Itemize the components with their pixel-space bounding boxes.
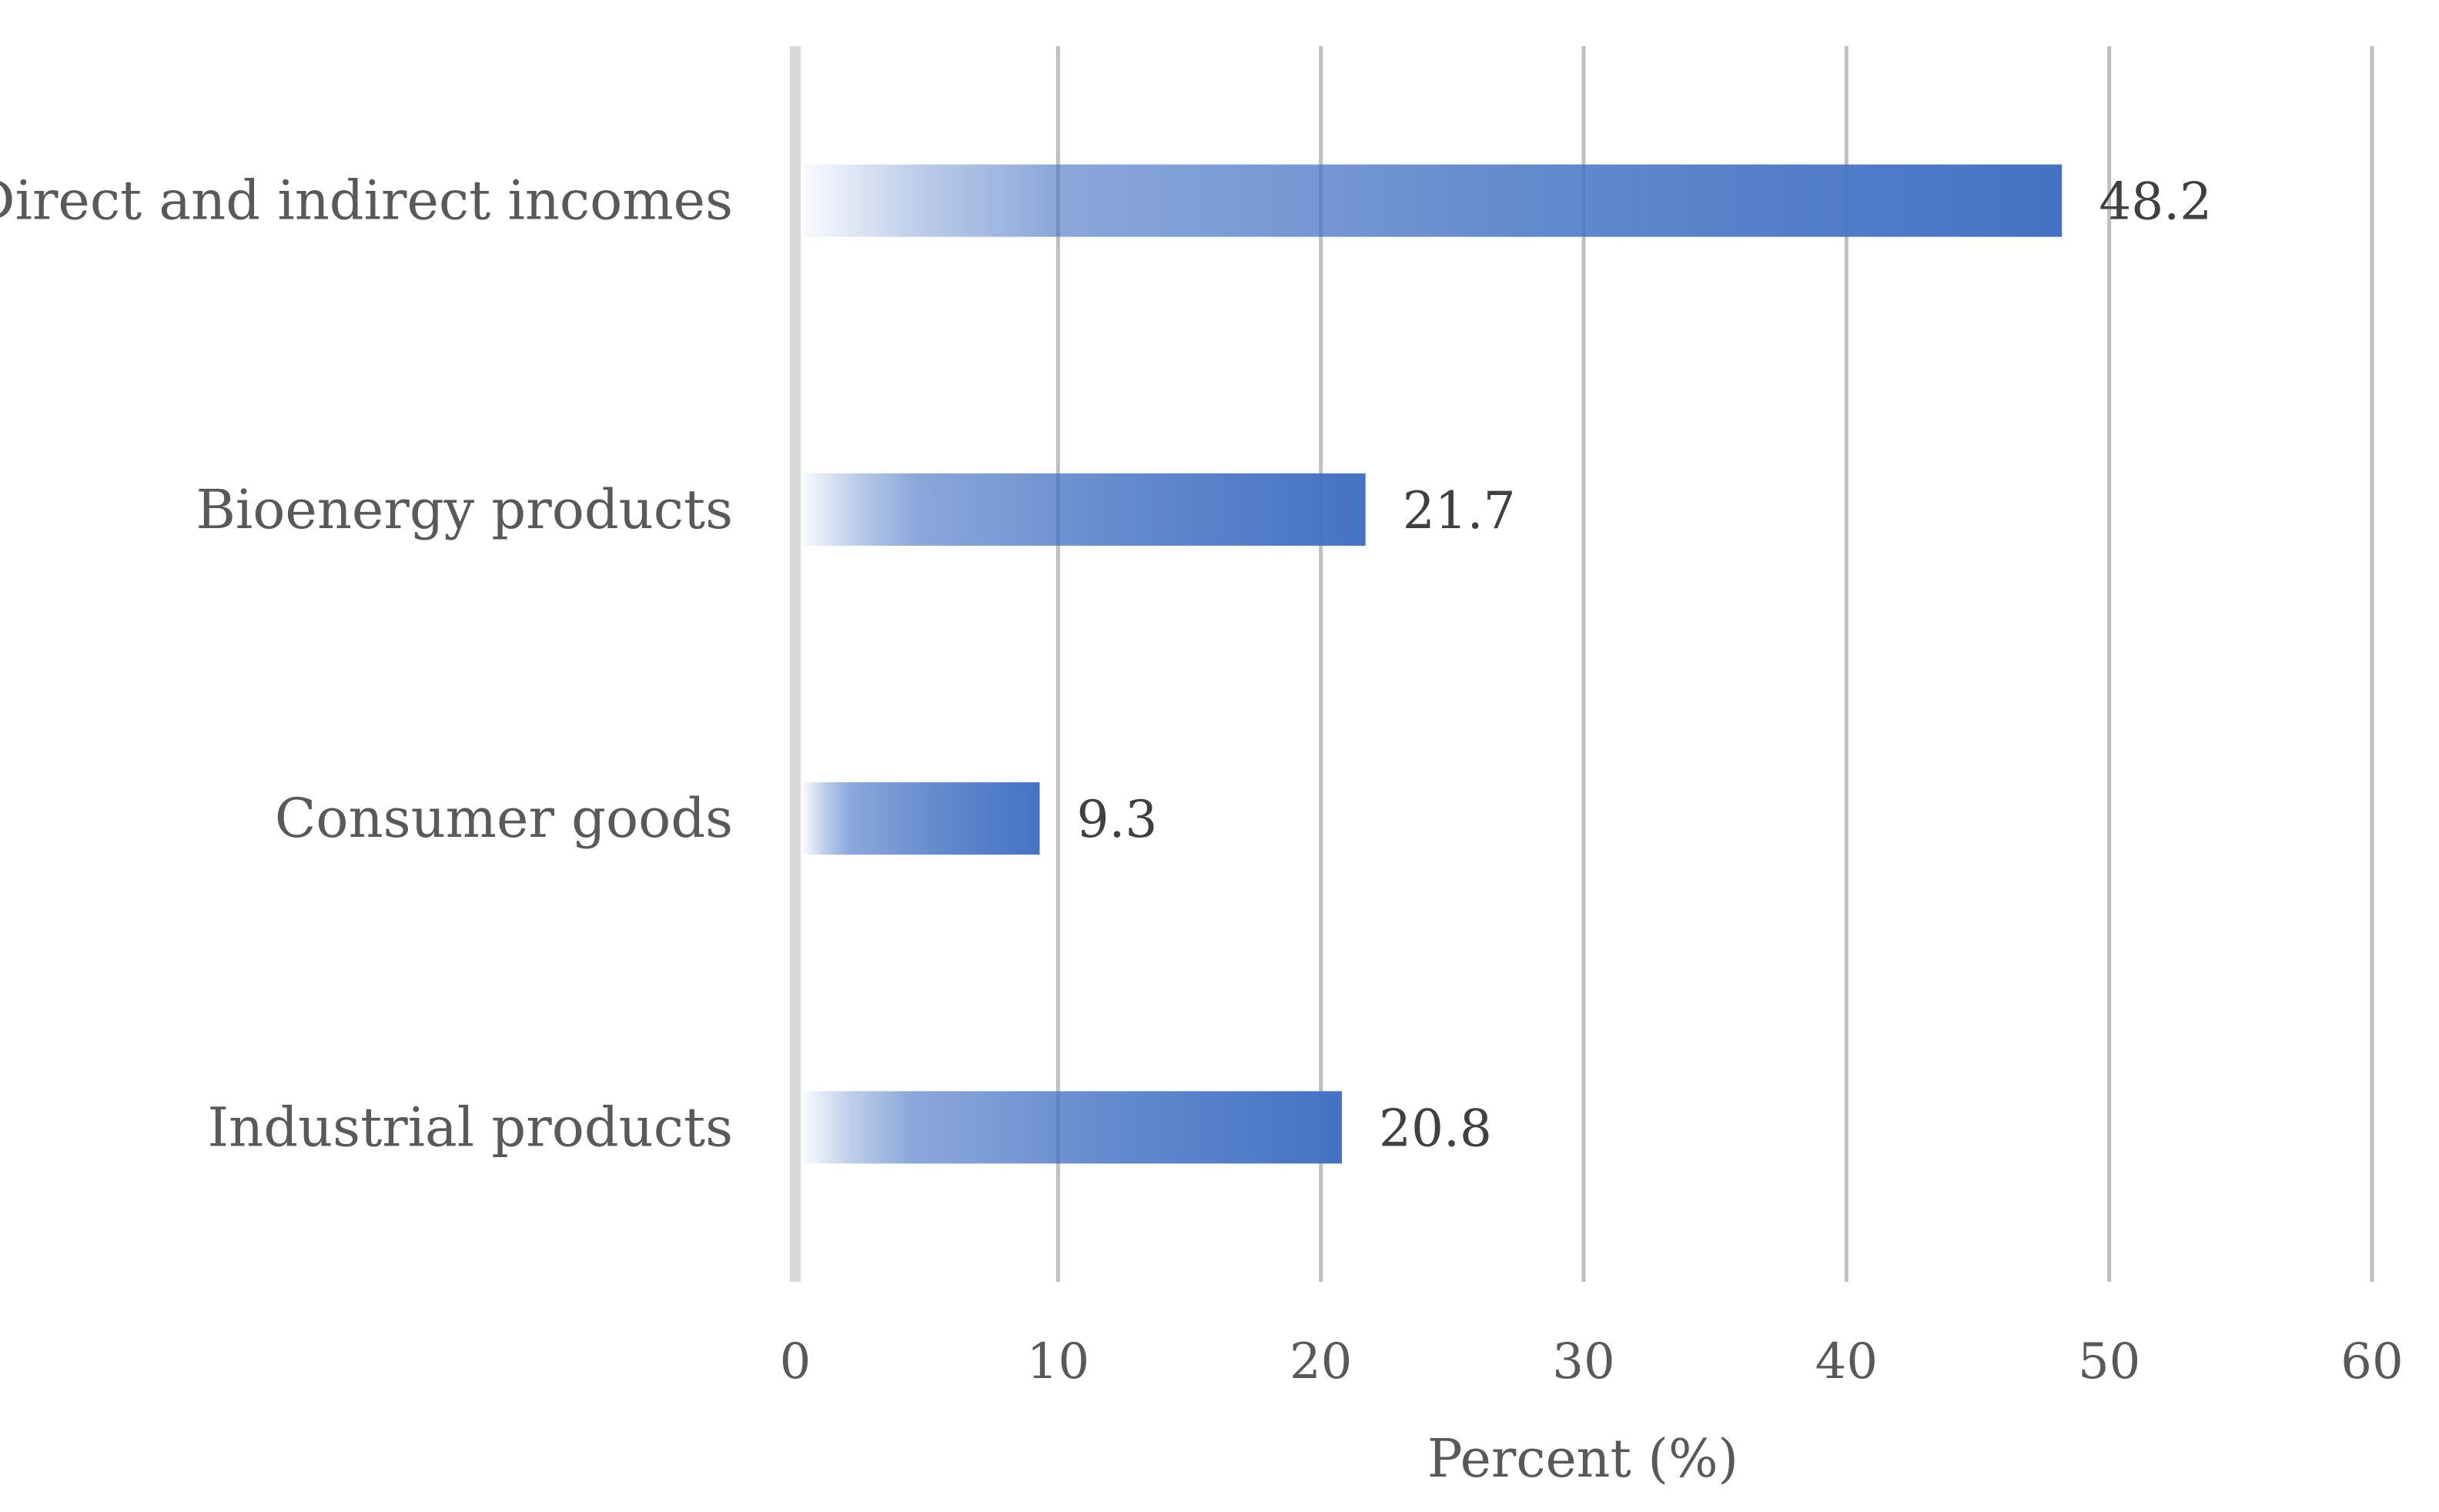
gridlines: [790, 46, 2374, 1282]
x-tick-label: 40: [1815, 1333, 1878, 1390]
bar: [803, 782, 1040, 855]
data-label: 21.7: [1403, 481, 1516, 540]
category-label: Industrial products: [208, 1096, 733, 1159]
x-tick-label: 50: [2078, 1333, 2140, 1390]
category-label: Consumer goods: [275, 787, 733, 850]
labels: 0 10 20 30 40 50 60 Direct and indirect incomes…: [0, 169, 2404, 1390]
x-tick-label: 30: [1552, 1333, 1614, 1390]
x-tick-label: 0: [780, 1333, 811, 1390]
bar: [803, 473, 1366, 546]
x-axis-title: Percent (%): [1427, 1429, 1738, 1490]
bar: [803, 1091, 1342, 1164]
bar: [803, 164, 2063, 237]
x-tick-label: 10: [1027, 1333, 1089, 1390]
data-label: 20.8: [1379, 1099, 1492, 1158]
category-label: Direct and indirect incomes: [0, 169, 733, 232]
data-label: 9.3: [1076, 790, 1157, 849]
data-label: 48.2: [2099, 172, 2212, 232]
category-label: Bioenergy products: [196, 478, 733, 541]
x-tick-label: 20: [1290, 1333, 1352, 1390]
x-tick-label: 60: [2340, 1333, 2403, 1390]
bars: [803, 164, 2063, 1164]
